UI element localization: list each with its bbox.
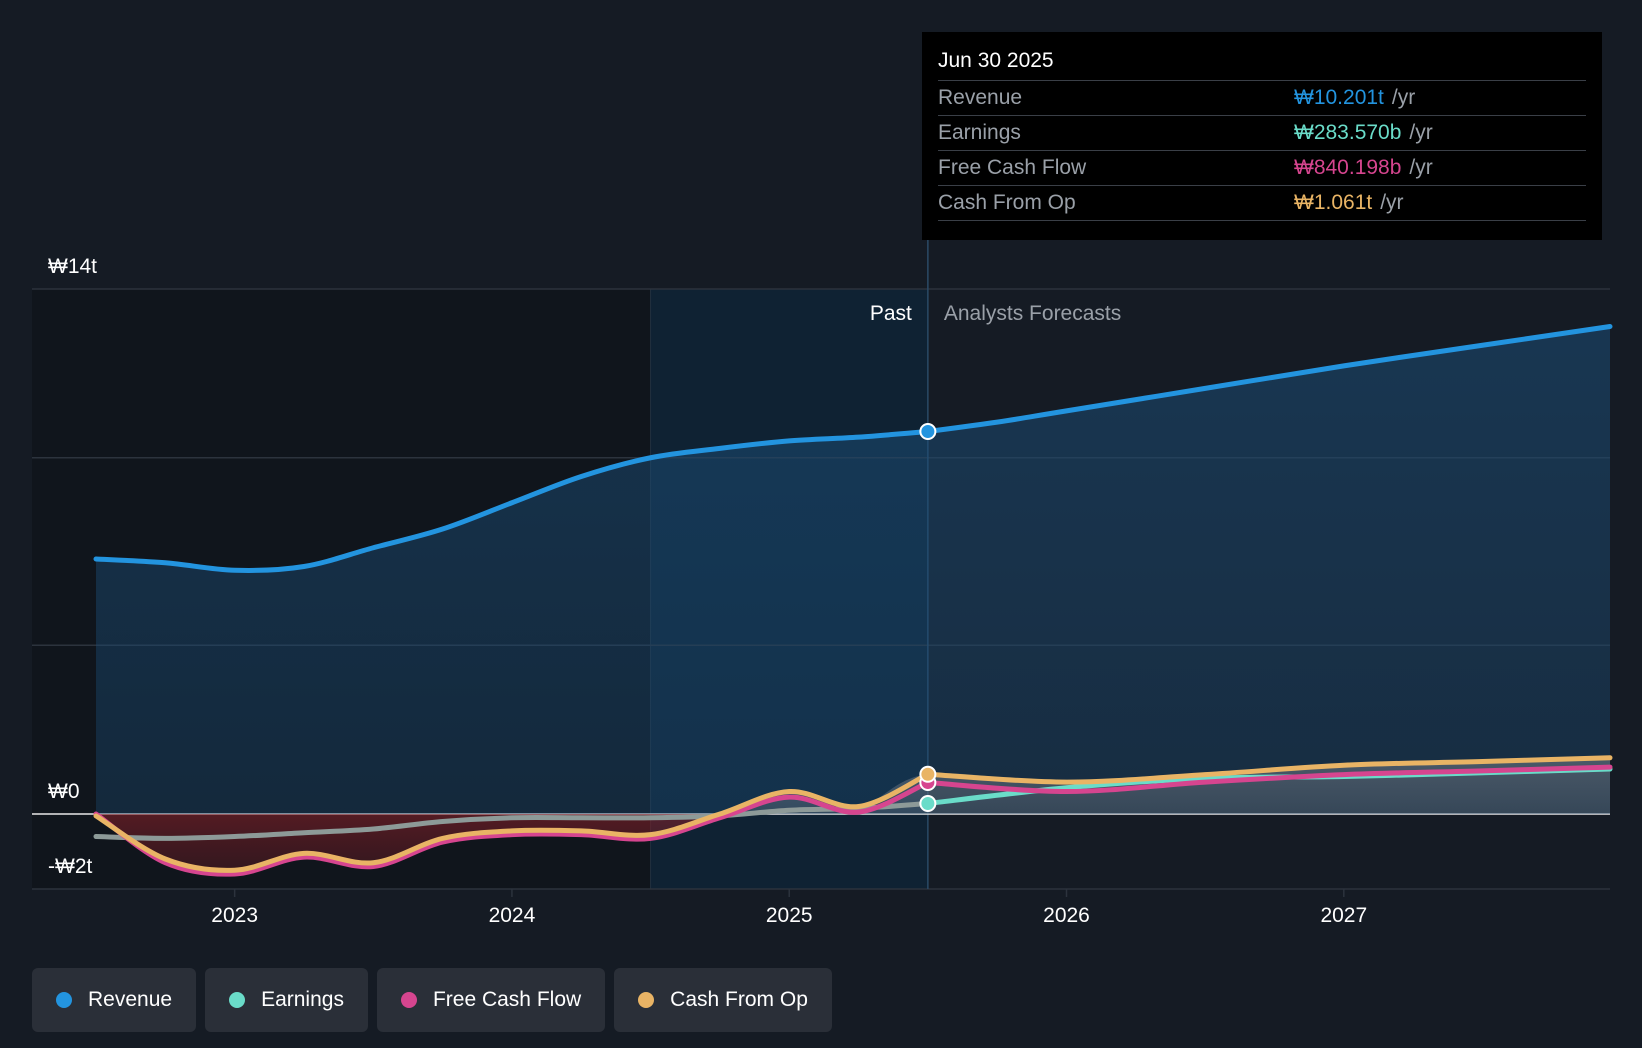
cash-from-op-dot-icon [638,992,655,1008]
legend-item-cash-from-op[interactable]: Cash From Op [614,968,832,1032]
earnings-dot-icon [229,992,246,1008]
x-tick-label: 2025 [766,904,813,927]
tooltip-panel: Jun 30 2025 Revenue ₩10.201t /yr Earning… [922,32,1602,240]
tooltip-unit: /yr [1409,121,1433,144]
legend-label: Earnings [261,988,344,1011]
tooltip-row-free-cash-flow: Free Cash Flow ₩840.198b /yr [938,150,1586,185]
revenue-area [96,326,1610,814]
tooltip-value: ₩1.061t [1294,191,1373,214]
x-tick-label: 2023 [211,904,258,927]
y-tick-label: ₩14t [48,255,97,278]
tooltip-row-earnings: Earnings ₩283.570b /yr [938,115,1586,150]
tooltip-label: Free Cash Flow [938,156,1087,179]
revenue-marker [919,423,937,440]
legend-label: Cash From Op [670,988,808,1011]
y-tick-label: ₩0 [48,780,80,803]
cash-from-op-line-past [93,771,931,873]
tooltip-label: Earnings [938,121,1021,144]
revenue-line-forecast [925,324,1613,434]
legend-label: Free Cash Flow [432,988,582,1011]
past-label: Past [870,302,912,325]
tooltip-date: Jun 30 2025 [938,49,1054,72]
x-tick-label: 2027 [1320,904,1367,927]
revenue-dot-icon [56,992,72,1008]
tooltip-value: ₩10.201t [1294,86,1384,109]
x-tick-label: 2024 [489,904,536,927]
tooltip-row-revenue: Revenue ₩10.201t /yr [938,80,1586,115]
y-tick-label: -₩2t [48,855,92,878]
x-tick-label: 2026 [1043,904,1090,927]
earnings-marker [919,795,937,812]
cash-from-op-marker [919,765,937,783]
tooltip-value: ₩840.198b [1294,156,1402,179]
legend-item-free-cash-flow[interactable]: Free Cash Flow [376,968,606,1032]
legend: Revenue Earnings Free Cash Flow Cash Fro… [32,968,832,1032]
cashflow-positive-area [96,757,1610,814]
legend-label: Revenue [88,988,173,1011]
legend-item-revenue[interactable]: Revenue [32,968,197,1032]
cashflow-negative-area [96,814,1610,871]
tooltip-label: Cash From Op [938,191,1076,214]
tooltip-unit: /yr [1380,191,1404,214]
legend-item-earnings[interactable]: Earnings [205,968,368,1032]
tooltip-label: Revenue [938,86,1023,109]
tooltip-row-cash-from-op: Cash From Op ₩1.061t /yr [938,185,1586,221]
tooltip-unit: /yr [1409,156,1433,179]
forecast-label: Analysts Forecasts [944,302,1121,325]
cash-from-op-line-forecast [925,755,1613,785]
free-cash-flow-line-past [93,780,931,877]
tooltip-value: ₩283.570b [1294,121,1402,144]
tooltip-unit: /yr [1391,86,1416,109]
free-cash-flow-dot-icon [400,992,417,1008]
earnings-line-past [93,801,931,841]
revenue-line-past [93,429,931,573]
free-cash-flow-line-forecast [925,764,1613,795]
